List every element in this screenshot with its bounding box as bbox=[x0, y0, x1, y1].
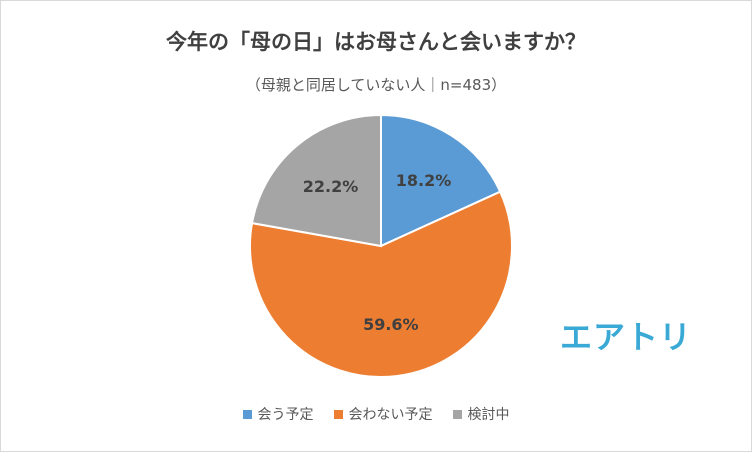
chart-subtitle: （母親と同居していない人｜n=483） bbox=[245, 76, 507, 94]
legend: 会う予定 会わない予定 検討中 bbox=[0, 404, 752, 424]
slice-label-attend: 18.2% bbox=[396, 171, 452, 190]
slice-undecided bbox=[250, 113, 382, 248]
slice-not-attend bbox=[249, 190, 513, 378]
airtrip-logo: エアトリ bbox=[560, 318, 693, 356]
legend-item-not-attend: 会わない予定 bbox=[333, 404, 433, 424]
legend-item-attend: 会う予定 bbox=[242, 404, 314, 424]
chart-title: 今年の「母の日」はお母さんと会いますか？ bbox=[166, 30, 586, 54]
legend-label-undecided: 検討中 bbox=[467, 407, 510, 423]
slice-label-not-attend: 59.6% bbox=[363, 315, 419, 334]
legend-swatch-attend bbox=[242, 409, 252, 419]
legend-swatch-not-attend bbox=[333, 409, 343, 419]
slice-label-undecided: 22.2% bbox=[303, 177, 359, 196]
legend-item-undecided: 検討中 bbox=[452, 404, 510, 424]
legend-label-not-attend: 会わない予定 bbox=[348, 407, 433, 423]
slice-attend bbox=[380, 113, 502, 248]
legend-label-attend: 会う予定 bbox=[257, 407, 314, 423]
legend-swatch-undecided bbox=[452, 409, 462, 419]
